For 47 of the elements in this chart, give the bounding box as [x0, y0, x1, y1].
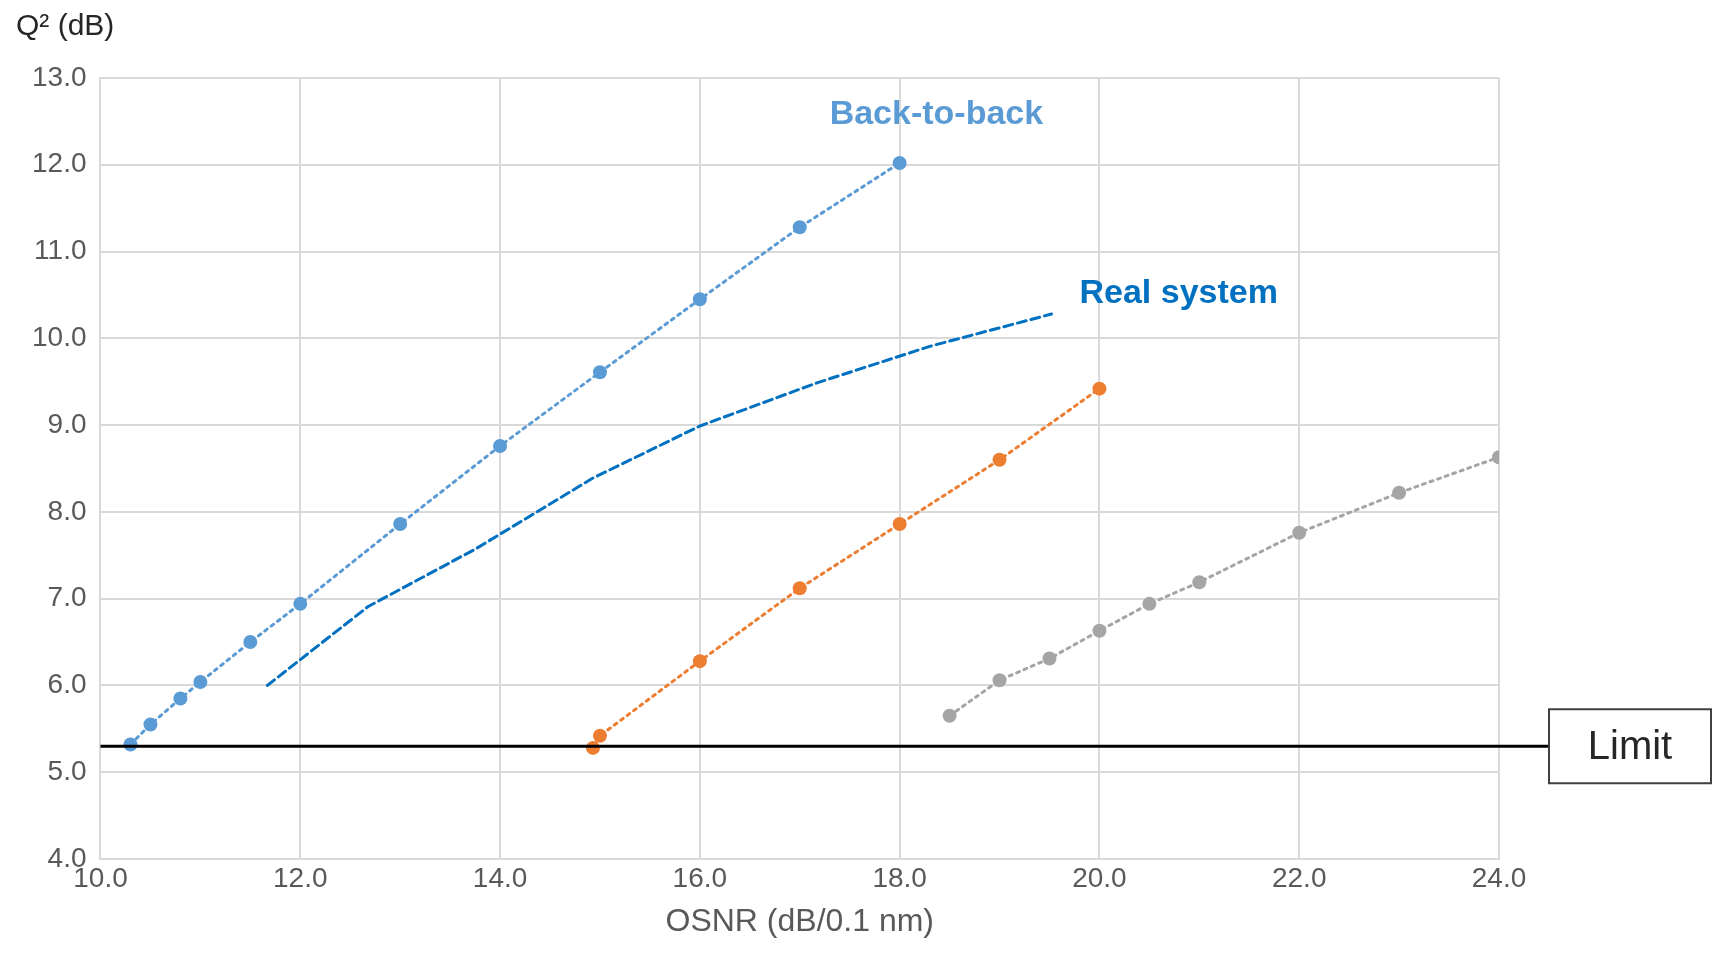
point [592, 728, 607, 743]
point [1092, 623, 1107, 638]
y-tick-label: 8.0 [47, 494, 87, 526]
point [1192, 575, 1207, 590]
y-tick-label: 7.0 [47, 581, 87, 613]
ref-line-label: Limit [1587, 723, 1673, 768]
x-tick-label: 12.0 [273, 861, 328, 893]
point [1292, 525, 1307, 540]
x-tick-label: 20.0 [1072, 861, 1127, 893]
x-tick-label: 22.0 [1271, 861, 1327, 893]
x-tick-label: 14.0 [472, 861, 528, 893]
point [792, 220, 807, 235]
point [1142, 596, 1157, 611]
x-tick-label: 18.0 [872, 861, 927, 893]
point [493, 438, 508, 453]
point [1042, 651, 1057, 666]
series-label: Real system [1079, 272, 1278, 311]
y-tick-label: 10.0 [32, 321, 87, 353]
point [1092, 381, 1107, 396]
point [942, 708, 957, 723]
point [1392, 485, 1407, 500]
point [243, 635, 258, 650]
point [692, 654, 707, 669]
x-tick-label: 24.0 [1471, 861, 1527, 893]
y-tick-label: 5.0 [47, 754, 87, 786]
series-label: Back-to-back [829, 93, 1044, 132]
point [293, 596, 308, 611]
y-tick-label: 11.0 [34, 234, 87, 266]
y-tick-label: 12.0 [32, 147, 87, 179]
point [992, 452, 1007, 467]
point [193, 674, 208, 689]
point [173, 691, 188, 706]
y-axis-title: Q² (dB) [16, 8, 115, 42]
point [592, 365, 607, 380]
point [892, 517, 907, 532]
point [692, 292, 707, 307]
point [393, 517, 408, 532]
point [892, 156, 907, 171]
x-axis-title: OSNR (dB/0.1 nm) [665, 901, 935, 938]
point [792, 581, 807, 596]
point [143, 717, 158, 732]
point [992, 673, 1007, 688]
y-tick-label: 9.0 [47, 407, 87, 439]
y-tick-label: 13.0 [32, 60, 87, 92]
x-tick-label: 16.0 [672, 861, 728, 893]
line-series [265, 312, 1053, 687]
y-tick-label: 6.0 [47, 668, 87, 700]
